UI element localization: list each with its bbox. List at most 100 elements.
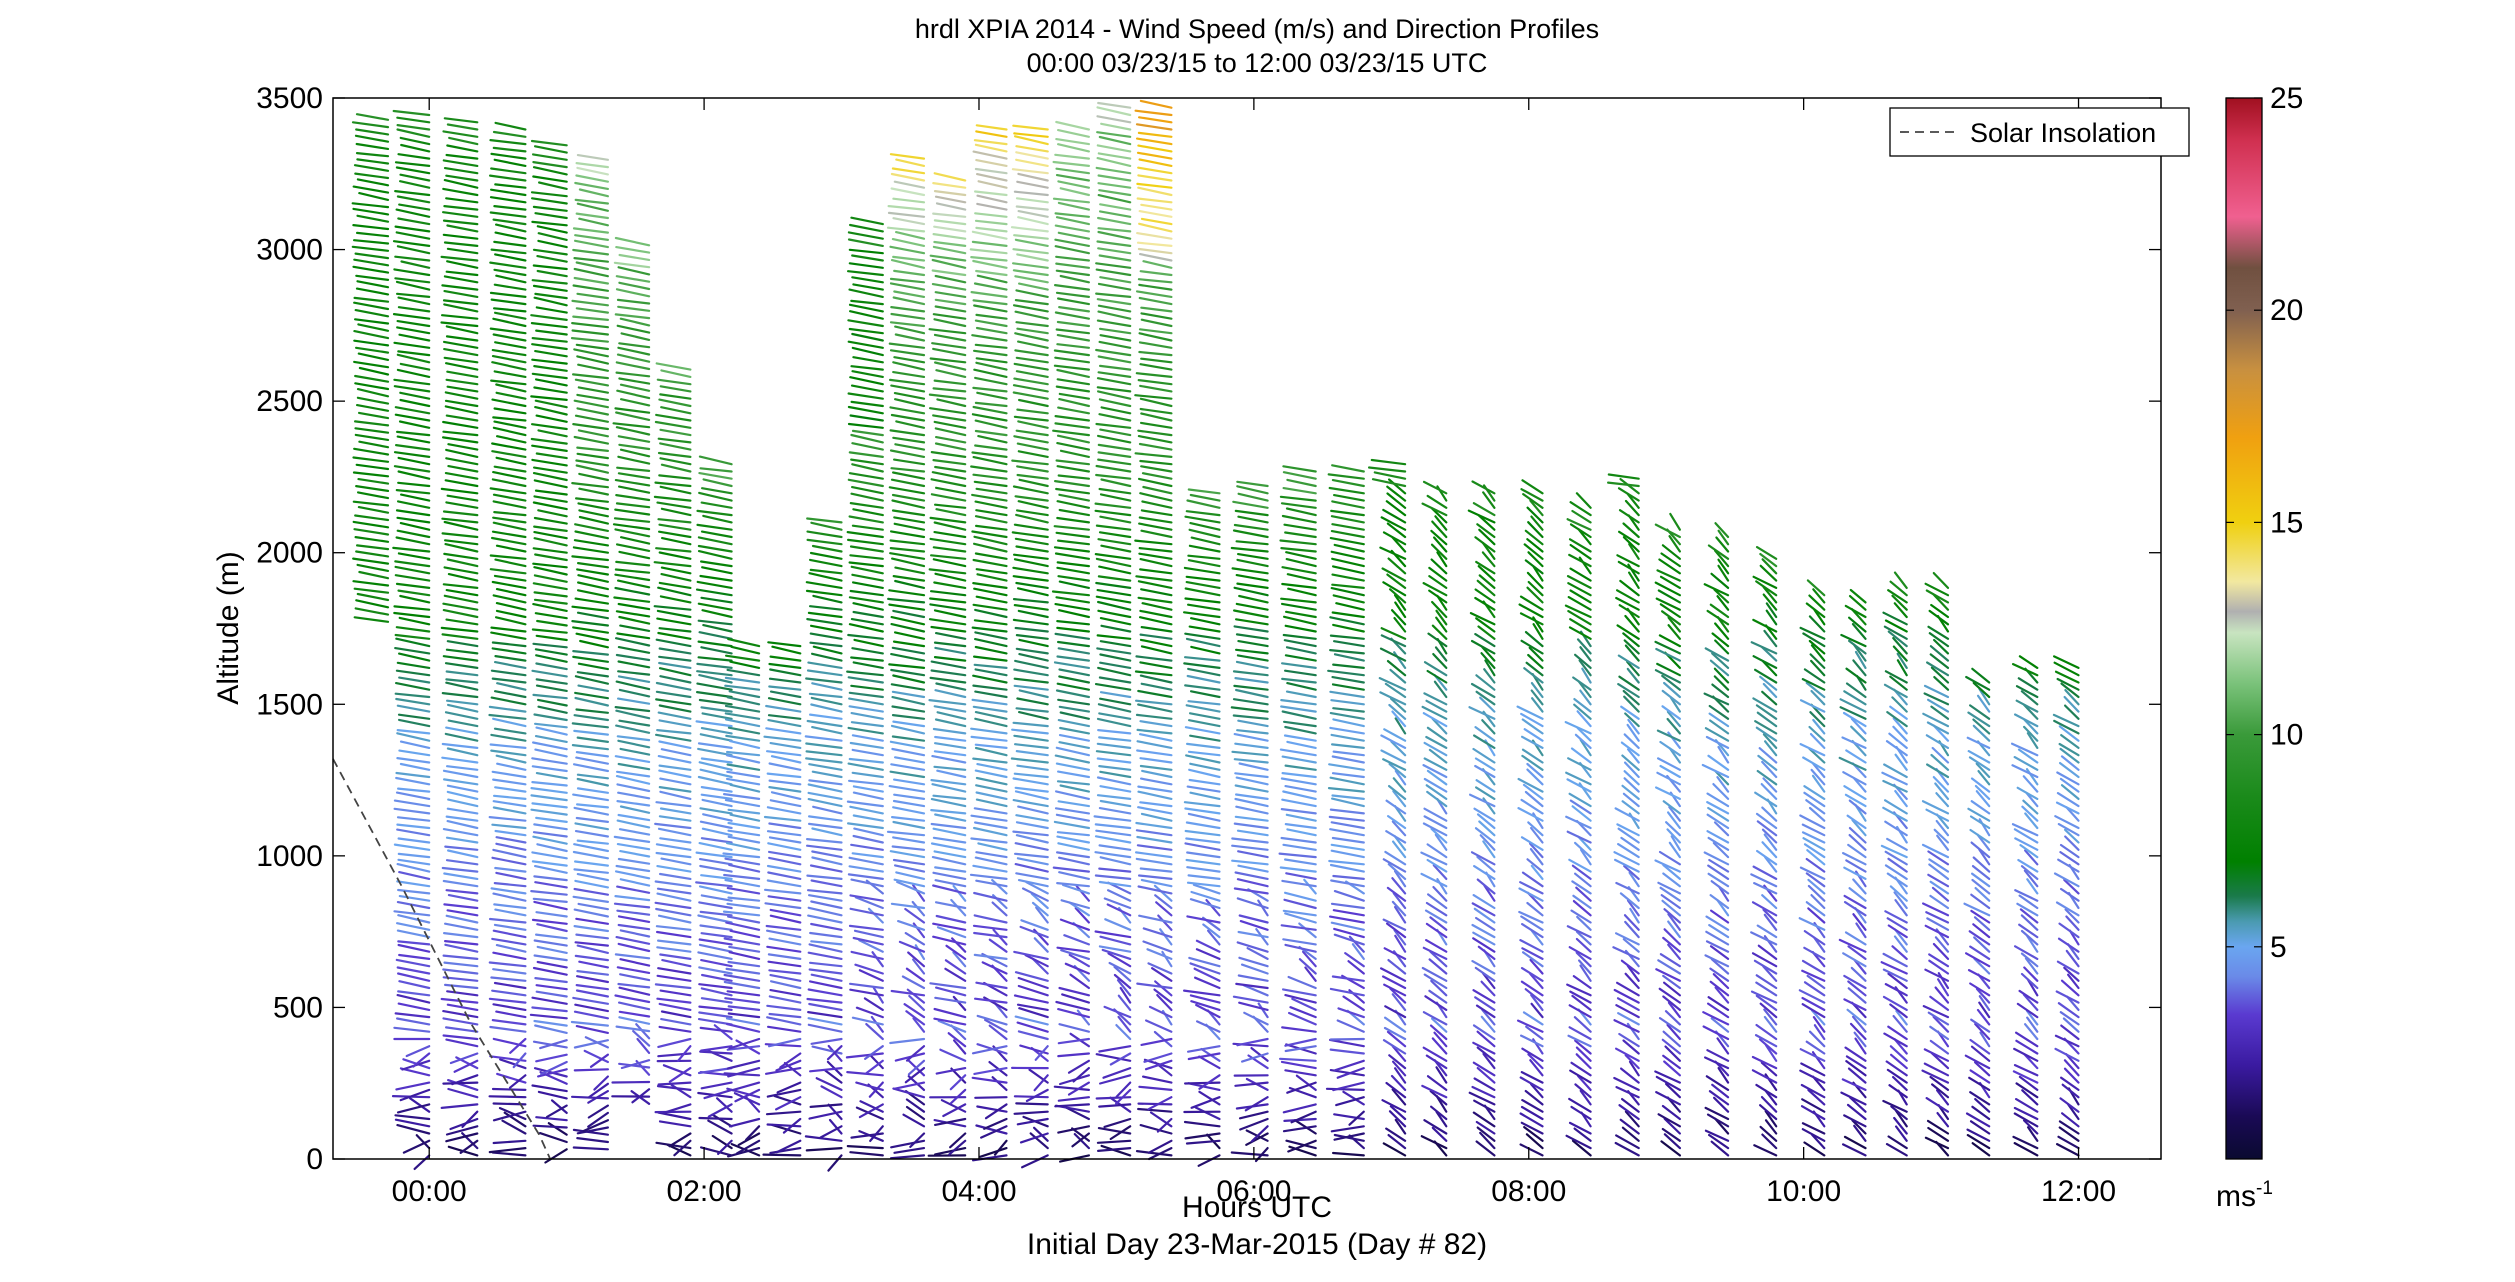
wind-barb — [1840, 633, 1867, 648]
wind-barb — [1016, 1021, 1049, 1033]
wind-barb — [1762, 593, 1778, 611]
wind-barb — [355, 128, 390, 136]
wind-barb — [1803, 668, 1826, 684]
wind-barb — [805, 757, 843, 764]
wind-barb — [1479, 834, 1496, 851]
wind-barb — [617, 675, 651, 684]
wind-barb — [1342, 1090, 1365, 1106]
wind-barb — [1234, 676, 1269, 684]
wind-barb — [1892, 725, 1908, 742]
wind-barb — [1382, 858, 1407, 873]
wind-barb — [1367, 466, 1407, 473]
wind-barb — [1057, 1052, 1091, 1058]
wind-barb — [934, 735, 967, 742]
wind-barb — [535, 1053, 568, 1063]
wind-barb — [893, 793, 926, 801]
wind-barb — [394, 646, 431, 655]
wind-barb — [1059, 187, 1091, 197]
wind-barb — [492, 516, 527, 524]
wind-barb — [353, 296, 390, 303]
wind-barb — [1333, 543, 1365, 553]
wind-barb — [445, 1026, 479, 1033]
wind-barb — [1706, 792, 1730, 808]
wind-barb — [659, 428, 692, 437]
wind-barb — [974, 631, 1008, 640]
wind-barb — [1015, 707, 1049, 713]
wind-barb — [443, 340, 479, 349]
wind-barb — [532, 175, 568, 183]
wind-barb — [699, 924, 733, 931]
wind-barb — [716, 1139, 733, 1156]
wind-barb — [1925, 589, 1950, 604]
wind-barb — [851, 524, 884, 531]
wind-barb — [1010, 226, 1049, 233]
wind-barb — [658, 815, 692, 822]
wind-barb — [2022, 993, 2039, 1012]
wind-barb — [491, 442, 527, 451]
wind-barb — [535, 726, 568, 736]
wind-barb — [888, 663, 926, 670]
wind-barb — [1567, 609, 1592, 626]
wind-barb — [573, 860, 610, 867]
wind-barb — [1847, 945, 1867, 961]
wind-barb — [934, 298, 967, 306]
wind-barb — [1094, 930, 1132, 939]
wind-barb — [1761, 806, 1778, 822]
wind-barb — [396, 900, 431, 910]
wind-barb — [1284, 624, 1317, 633]
wind-barb — [654, 733, 692, 742]
wind-barb — [660, 406, 692, 415]
wind-barb — [399, 362, 431, 371]
wind-barb — [1706, 1049, 1730, 1062]
wind-barb — [1469, 611, 1496, 626]
wind-barb — [1925, 808, 1950, 822]
wind-barb — [1566, 778, 1592, 793]
wind-barb — [930, 842, 967, 851]
wind-barb — [1329, 648, 1365, 655]
wind-barb — [1137, 1102, 1173, 1106]
wind-barb — [1475, 560, 1496, 575]
wind-barb — [394, 565, 431, 575]
wind-barb — [848, 561, 884, 568]
wind-barb — [1799, 742, 1826, 757]
wind-barb — [1970, 909, 1991, 924]
wind-barb — [1185, 510, 1221, 517]
wind-barb — [1657, 1113, 1682, 1128]
wind-barb — [1015, 647, 1049, 655]
wind-barb — [1098, 867, 1132, 873]
wind-barb — [972, 405, 1008, 415]
wind-barb — [1471, 959, 1496, 975]
wind-barb — [695, 588, 733, 597]
wind-barb — [1623, 777, 1640, 793]
wind-barb — [574, 822, 610, 831]
wind-barb — [812, 805, 843, 815]
wind-barb — [1187, 1052, 1221, 1061]
wind-barb — [697, 914, 733, 924]
wind-barb — [2061, 1083, 2080, 1099]
wind-barb — [1387, 557, 1407, 575]
wind-barb — [617, 346, 651, 356]
wind-barb — [1058, 1023, 1091, 1033]
wind-barb — [1806, 974, 1826, 990]
wind-barb — [1480, 1015, 1496, 1033]
wind-barb — [617, 982, 651, 989]
wind-barb — [1750, 873, 1778, 888]
wind-barb — [930, 451, 967, 458]
wind-barb — [1927, 850, 1950, 866]
wind-barb — [1331, 836, 1365, 844]
wind-barb — [1096, 600, 1132, 611]
wind-barb — [1187, 554, 1221, 560]
wind-barb — [356, 404, 390, 412]
wind-barb — [2056, 791, 2080, 808]
wind-barb — [973, 304, 1008, 313]
wind-barb — [490, 749, 527, 757]
wind-barb — [858, 1103, 884, 1119]
wind-barb — [891, 735, 926, 742]
y-tick-label: 2500 — [256, 385, 323, 418]
wind-barb — [859, 1100, 884, 1113]
wind-barb — [972, 456, 1008, 466]
wind-barb — [396, 320, 431, 328]
wind-barb — [655, 413, 692, 422]
wind-barb — [1015, 429, 1049, 437]
wind-barb — [1428, 748, 1448, 764]
